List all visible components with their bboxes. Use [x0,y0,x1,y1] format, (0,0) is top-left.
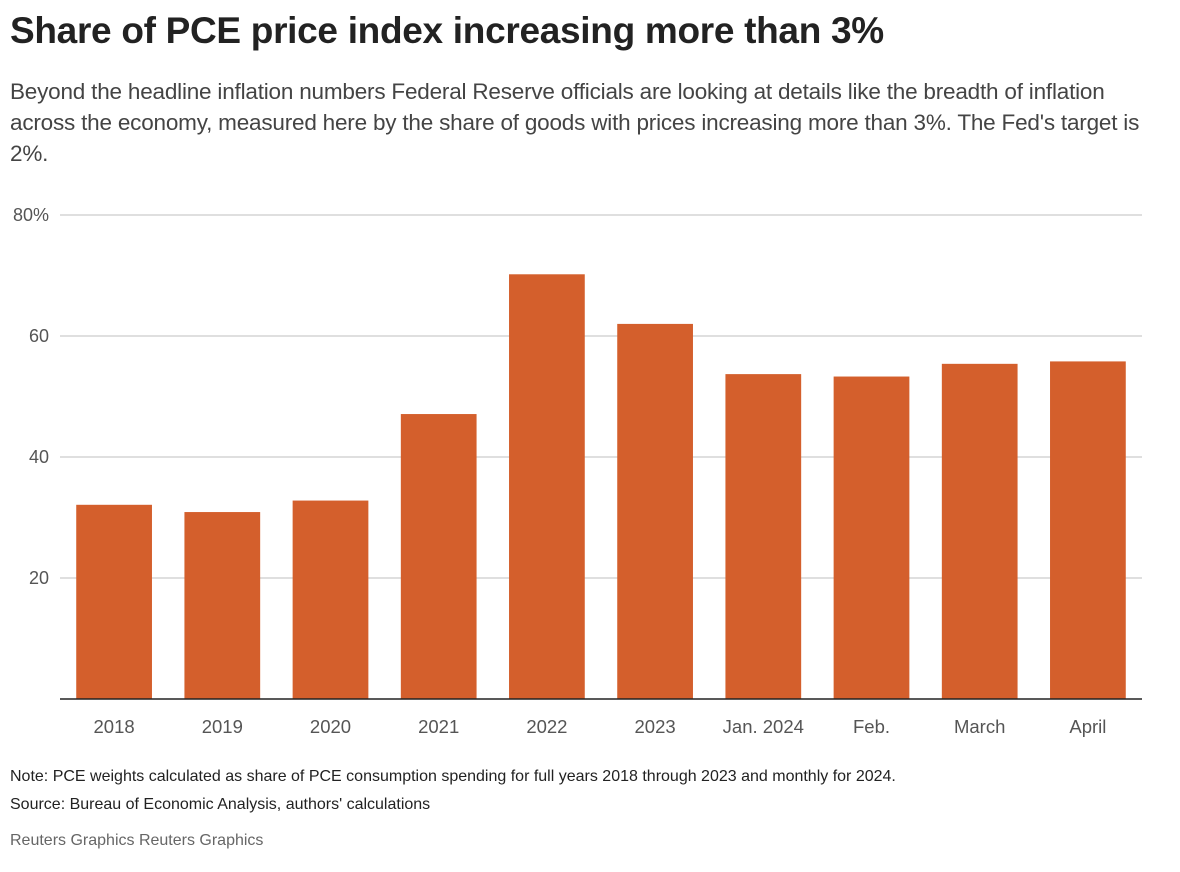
x-tick-label: 2018 [94,716,135,737]
bar [617,323,693,699]
chart-subtitle: Beyond the headline inflation numbers Fe… [10,79,1140,166]
bar [400,414,477,699]
x-tick-label: April [1069,716,1106,737]
x-tick-label: Jan. 2024 [723,716,804,737]
y-tick-label: 20 [29,568,49,588]
y-tick-label: 40 [29,447,49,467]
source-note: Source: Bureau of Economic Analysis, aut… [10,796,431,813]
y-tick-label: 80% [13,205,49,225]
bar [1050,361,1126,699]
x-tick-label: Feb. [853,716,890,737]
bar [725,374,802,699]
x-tick-label: 2023 [635,716,676,737]
credit: Reuters Graphics Reuters Graphics [10,832,264,849]
bar [292,500,369,699]
x-tick-label: 2019 [202,716,243,737]
bar [76,504,152,699]
y-axis-ticks: 20 40 60 80% [13,205,49,588]
bar-chart: 20 40 60 80% 2018 2019 2020 2021 2022 2023 Jan. 2… [13,205,1142,737]
y-tick-label: 60 [29,326,49,346]
chart-title: Share of PCE price index increasing more… [10,10,884,51]
x-tick-label: March [954,716,1005,737]
bar [184,512,261,699]
x-tick-label: 2022 [526,716,567,737]
bar [509,274,585,699]
x-tick-label: 2021 [418,716,459,737]
x-tick-label: 2020 [310,716,351,737]
footnote: Note: PCE weights calculated as share of… [10,768,896,785]
bar [833,376,910,699]
x-axis-labels: 2018 2019 2020 2021 2022 2023 Jan. 2024 Feb. Mar… [94,716,1107,737]
bars [76,274,1126,699]
bar [941,363,1018,699]
